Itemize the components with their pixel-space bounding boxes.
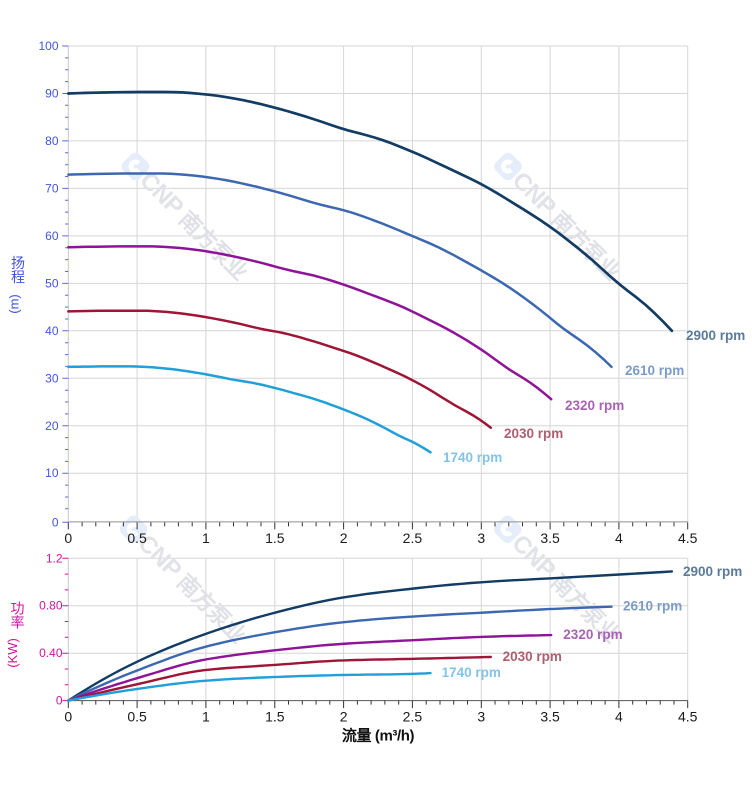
svg-text:1: 1 xyxy=(202,530,210,546)
svg-text:1740 rpm: 1740 rpm xyxy=(443,450,502,465)
svg-text:2: 2 xyxy=(340,709,348,725)
svg-text:扬: 扬 xyxy=(11,255,25,271)
svg-text:流量 (m³/h): 流量 (m³/h) xyxy=(342,727,415,745)
svg-text:1.5: 1.5 xyxy=(265,530,285,546)
svg-text:3.5: 3.5 xyxy=(540,530,560,546)
svg-text:(m): (m) xyxy=(7,294,22,314)
svg-text:2320 rpm: 2320 rpm xyxy=(565,398,624,413)
svg-text:3: 3 xyxy=(477,530,485,546)
svg-text:2320 rpm: 2320 rpm xyxy=(563,627,622,642)
svg-text:40: 40 xyxy=(45,324,59,338)
svg-text:4: 4 xyxy=(615,530,623,546)
svg-text:30: 30 xyxy=(45,371,59,385)
svg-text:2.5: 2.5 xyxy=(403,709,423,725)
svg-text:2.5: 2.5 xyxy=(403,530,423,546)
svg-text:60: 60 xyxy=(45,229,59,243)
svg-text:(KW): (KW) xyxy=(5,638,20,668)
svg-text:4: 4 xyxy=(615,709,623,725)
svg-text:100: 100 xyxy=(38,39,58,53)
svg-text:2: 2 xyxy=(340,530,348,546)
svg-text:0: 0 xyxy=(52,516,59,530)
svg-text:3: 3 xyxy=(477,709,485,725)
svg-text:4.5: 4.5 xyxy=(678,530,698,546)
svg-text:0.80: 0.80 xyxy=(39,599,63,613)
svg-text:1.2: 1.2 xyxy=(46,551,63,565)
svg-text:0: 0 xyxy=(64,709,72,725)
svg-text:1740 rpm: 1740 rpm xyxy=(442,665,501,680)
svg-text:4.5: 4.5 xyxy=(678,709,698,725)
svg-text:1.5: 1.5 xyxy=(265,709,285,725)
svg-text:2610 rpm: 2610 rpm xyxy=(623,598,682,613)
svg-text:0: 0 xyxy=(64,530,72,546)
svg-text:0: 0 xyxy=(56,694,63,708)
svg-text:0.5: 0.5 xyxy=(127,530,147,546)
svg-text:20: 20 xyxy=(45,419,59,433)
svg-text:2900 rpm: 2900 rpm xyxy=(686,328,745,343)
svg-text:50: 50 xyxy=(45,276,59,290)
svg-text:2900 rpm: 2900 rpm xyxy=(683,564,742,579)
svg-text:功: 功 xyxy=(11,601,25,617)
svg-text:2030 rpm: 2030 rpm xyxy=(504,426,563,441)
svg-text:0.40: 0.40 xyxy=(39,646,63,660)
svg-text:率: 率 xyxy=(11,615,25,631)
svg-text:90: 90 xyxy=(45,87,59,101)
svg-text:程: 程 xyxy=(11,269,25,285)
svg-text:80: 80 xyxy=(45,134,59,148)
svg-text:10: 10 xyxy=(45,466,59,480)
svg-text:1: 1 xyxy=(202,709,210,725)
svg-text:70: 70 xyxy=(45,181,59,195)
svg-text:0.5: 0.5 xyxy=(127,709,147,725)
svg-text:3.5: 3.5 xyxy=(540,709,560,725)
svg-text:2030 rpm: 2030 rpm xyxy=(503,649,562,664)
svg-text:2610 rpm: 2610 rpm xyxy=(625,363,684,378)
